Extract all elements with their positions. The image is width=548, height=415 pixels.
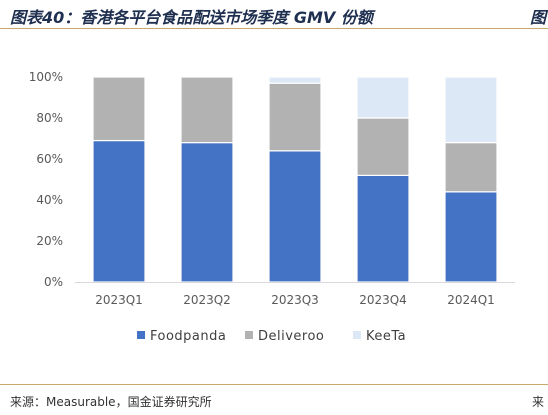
y-tick-label: 0%	[44, 275, 63, 289]
y-tick-label: 100%	[29, 70, 63, 84]
legend: Foodpanda Deliveroo KeeTa	[137, 329, 406, 344]
y-tick-label: 80%	[36, 111, 63, 125]
bar-foodpanda-2023q1	[92, 139, 146, 283]
bar-foodpanda-2023q3	[268, 150, 322, 283]
bars-area	[92, 76, 498, 283]
bar-deliveroo-2023q2	[180, 76, 234, 144]
y-tick-label: 40%	[36, 193, 63, 207]
x-tick-label: 2023Q2	[183, 293, 231, 307]
next-source-fragment: 来	[532, 395, 545, 409]
legend-label-foodpanda: Foodpanda	[150, 329, 226, 344]
y-tick-label: 20%	[36, 234, 63, 248]
source-note: 来源：Measurable，国金证券研究所	[10, 395, 212, 409]
bar-keeta-2024q1	[444, 76, 498, 144]
x-tick-label: 2023Q3	[271, 293, 319, 307]
bar-deliveroo-2024q1	[444, 142, 498, 193]
x-tick-label: 2023Q4	[359, 293, 407, 307]
x-tick-label: 2024Q1	[447, 293, 495, 307]
bar-keeta-2023q4	[356, 76, 410, 119]
bar-foodpanda-2023q2	[180, 142, 234, 283]
title-rule	[0, 28, 548, 29]
legend-label-keeta: KeeTa	[366, 329, 406, 344]
x-axis: 2023Q1 2023Q2 2023Q3 2023Q4 2024Q1	[95, 293, 495, 307]
bar-keeta-2023q3	[268, 76, 322, 84]
footer-rule	[0, 384, 548, 385]
bar-foodpanda-2023q4	[356, 174, 410, 283]
chart-title: 图表40：香港各平台食品配送市场季度 GMV 份额	[10, 8, 373, 27]
bar-deliveroo-2023q4	[356, 117, 410, 177]
next-chart-title-fragment: 图	[530, 8, 547, 27]
x-tick-label: 2023Q1	[95, 293, 143, 307]
legend-swatch-keeta	[353, 331, 361, 339]
y-tick-label: 60%	[36, 152, 63, 166]
legend-swatch-deliveroo	[245, 331, 253, 339]
bar-deliveroo-2023q3	[268, 82, 322, 152]
bar-deliveroo-2023q1	[92, 76, 146, 142]
legend-swatch-foodpanda	[137, 331, 145, 339]
bar-foodpanda-2024q1	[444, 191, 498, 283]
stacked-bar-chart: 0%20%40%60%80%100% 2023Q1 2023Q2 2023Q3 202…	[29, 70, 515, 344]
y-axis: 0% 20% 40% 60% 80% 100%	[29, 70, 63, 289]
legend-label-deliveroo: Deliveroo	[258, 329, 324, 344]
